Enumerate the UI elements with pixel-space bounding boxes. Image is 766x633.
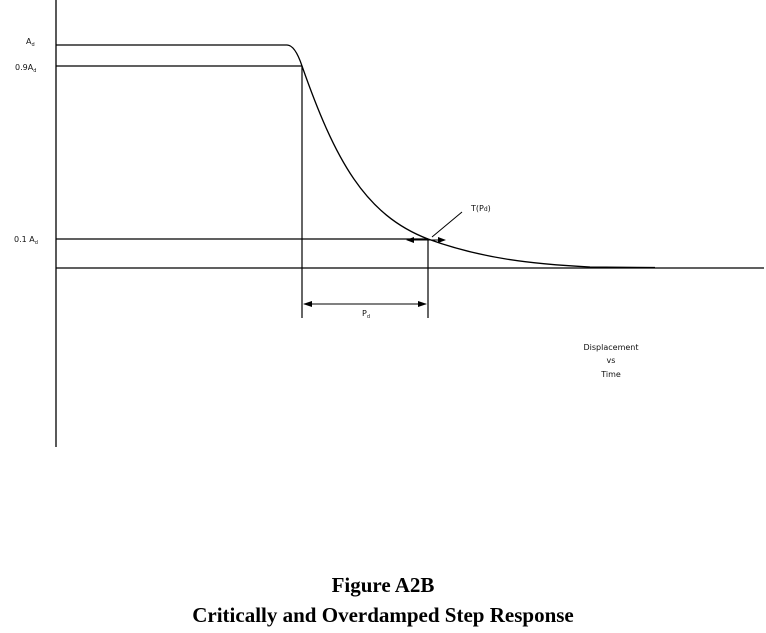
label-ad: Ad [26,37,35,48]
t-pointer-arrow-left [406,237,414,243]
note-line-3: Time [600,370,621,379]
figure-title: Figure A2B [331,573,435,597]
label-t-pd: T(Pd) [470,204,491,213]
t-pointer-arrow-right [438,237,446,243]
pd-arrow-left [303,301,312,307]
figure-subtitle: Critically and Overdamped Step Response [192,603,574,627]
label-0.1ad: 0.1 Ad [14,235,38,246]
label-0.9ad: 0.9Ad [15,63,36,74]
step-response-diagram: Ad 0.9Ad 0.1 Ad T(Pd) Pd Displacement vs… [14,0,764,447]
response-curve [56,44,656,269]
label-pd: Pd [362,309,370,320]
note-line-1: Displacement [584,343,639,352]
pd-arrow-right [418,301,427,307]
note-line-2: vs [607,356,616,365]
t-leader-line [431,211,463,238]
